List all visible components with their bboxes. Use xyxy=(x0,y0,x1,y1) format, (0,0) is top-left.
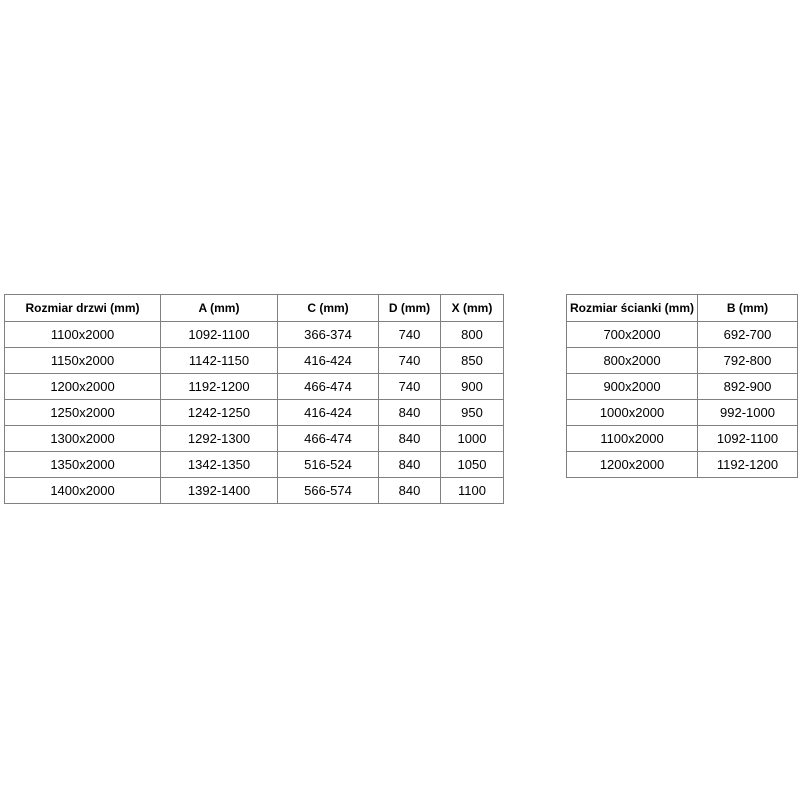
table-row: 1200x2000 1192-1200 466-474 740 900 xyxy=(4,373,504,400)
table-cell: 516-524 xyxy=(277,451,379,478)
table-row: 1100x2000 1092-1100 366-374 740 800 xyxy=(4,321,504,348)
table-row: 900x2000 892-900 xyxy=(566,373,798,400)
table-cell: 1392-1400 xyxy=(160,477,278,504)
table-row: 1300x2000 1292-1300 466-474 840 1000 xyxy=(4,425,504,452)
table-cell: 566-574 xyxy=(277,477,379,504)
table-cell: 740 xyxy=(378,321,441,348)
table-cell: 700x2000 xyxy=(566,321,698,348)
table-cell: 892-900 xyxy=(697,373,798,400)
table-row: 1150x2000 1142-1150 416-424 740 850 xyxy=(4,347,504,374)
table-row: 1350x2000 1342-1350 516-524 840 1050 xyxy=(4,451,504,478)
table-cell: 1200x2000 xyxy=(4,373,161,400)
column-header: X (mm) xyxy=(440,294,504,322)
table-cell: 1142-1150 xyxy=(160,347,278,374)
table-row: 700x2000 692-700 xyxy=(566,321,798,348)
table-cell: 740 xyxy=(378,373,441,400)
table-cell: 1192-1200 xyxy=(160,373,278,400)
header-row: Rozmiar ścianki (mm) B (mm) xyxy=(566,294,798,322)
column-header: A (mm) xyxy=(160,294,278,322)
table-row: 1100x2000 1092-1100 xyxy=(566,425,798,452)
table-cell: 1050 xyxy=(440,451,504,478)
table-cell: 1150x2000 xyxy=(4,347,161,374)
table-cell: 800x2000 xyxy=(566,347,698,374)
table-cell: 1192-1200 xyxy=(697,451,798,478)
table-row: 800x2000 792-800 xyxy=(566,347,798,374)
table-cell: 692-700 xyxy=(697,321,798,348)
table-cell: 992-1000 xyxy=(697,399,798,426)
table-cell: 1100x2000 xyxy=(566,425,698,452)
table-cell: 366-374 xyxy=(277,321,379,348)
table-cell: 1350x2000 xyxy=(4,451,161,478)
table-cell: 840 xyxy=(378,425,441,452)
table-cell: 416-424 xyxy=(277,347,379,374)
wall-size-table-container: Rozmiar ścianki (mm) B (mm) 700x2000 692-70… xyxy=(566,294,798,478)
table-cell: 840 xyxy=(378,451,441,478)
table-cell: 840 xyxy=(378,477,441,504)
table-cell: 800 xyxy=(440,321,504,348)
table-cell: 1292-1300 xyxy=(160,425,278,452)
table-cell: 416-424 xyxy=(277,399,379,426)
table-cell: 1000 xyxy=(440,425,504,452)
table-cell: 1242-1250 xyxy=(160,399,278,426)
table-row: 1200x2000 1192-1200 xyxy=(566,451,798,478)
table-cell: 1000x2000 xyxy=(566,399,698,426)
table-cell: 950 xyxy=(440,399,504,426)
table-cell: 740 xyxy=(378,347,441,374)
table-cell: 1300x2000 xyxy=(4,425,161,452)
door-size-table: Rozmiar drzwi (mm) A (mm) C (mm) D (mm) X (m… xyxy=(4,294,504,504)
table-cell: 792-800 xyxy=(697,347,798,374)
table-cell: 840 xyxy=(378,399,441,426)
header-row: Rozmiar drzwi (mm) A (mm) C (mm) D (mm) X (m… xyxy=(4,294,504,322)
table-cell: 1400x2000 xyxy=(4,477,161,504)
table-cell: 1250x2000 xyxy=(4,399,161,426)
table-cell: 466-474 xyxy=(277,373,379,400)
column-header: Rozmiar ścianki (mm) xyxy=(566,294,698,322)
column-header: B (mm) xyxy=(697,294,798,322)
table-cell: 1092-1100 xyxy=(697,425,798,452)
door-size-table-container: Rozmiar drzwi (mm) A (mm) C (mm) D (mm) X (m… xyxy=(4,294,504,504)
table-cell: 1100 xyxy=(440,477,504,504)
table-row: 1400x2000 1392-1400 566-574 840 1100 xyxy=(4,477,504,504)
column-header: D (mm) xyxy=(378,294,441,322)
table-row: 1250x2000 1242-1250 416-424 840 950 xyxy=(4,399,504,426)
table-cell: 1100x2000 xyxy=(4,321,161,348)
table-cell: 1200x2000 xyxy=(566,451,698,478)
table-cell: 850 xyxy=(440,347,504,374)
table-cell: 1092-1100 xyxy=(160,321,278,348)
table-cell: 466-474 xyxy=(277,425,379,452)
table-row: 1000x2000 992-1000 xyxy=(566,399,798,426)
table-cell: 900x2000 xyxy=(566,373,698,400)
wall-size-table: Rozmiar ścianki (mm) B (mm) 700x2000 692-70… xyxy=(566,294,798,478)
column-header: Rozmiar drzwi (mm) xyxy=(4,294,161,322)
table-cell: 1342-1350 xyxy=(160,451,278,478)
table-cell: 900 xyxy=(440,373,504,400)
column-header: C (mm) xyxy=(277,294,379,322)
